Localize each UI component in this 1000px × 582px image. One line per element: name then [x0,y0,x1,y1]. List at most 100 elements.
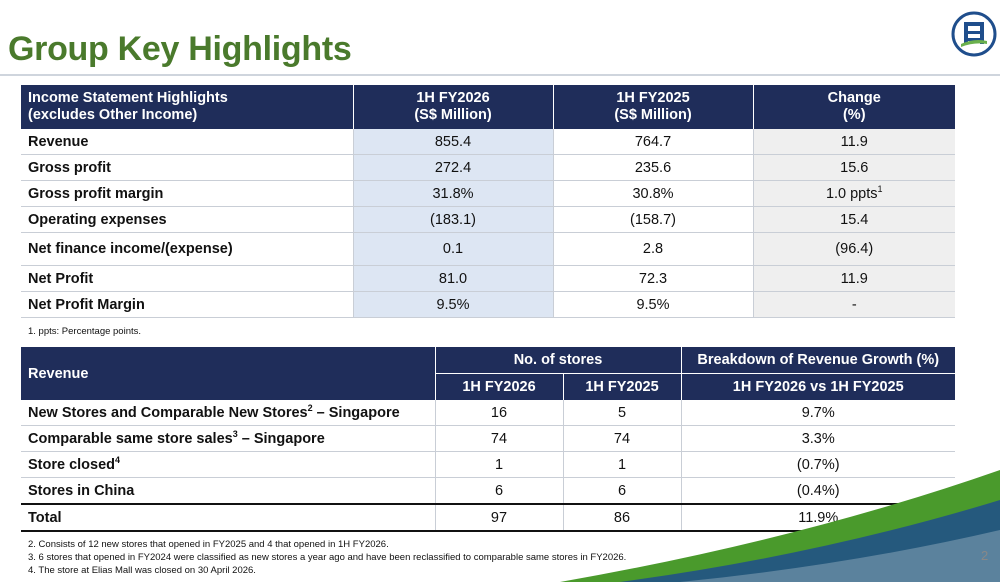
cell-fy2025: (158.7) [553,206,754,233]
cell-growth: (0.4%) [681,477,955,505]
cell-fy2026: 272.4 [353,154,554,181]
page-number: 2 [981,548,989,563]
row-label-text: New Stores and Comparable New Stores [28,404,308,421]
cell-fy2025: 5 [563,400,682,426]
row-label: Gross profit [21,154,354,181]
header-text: (excludes Other Income) [28,107,198,123]
cell-fy2026: 16 [435,400,564,426]
table-row: Net finance income/(expense) 0.1 2.8 (96… [21,232,955,266]
header-text: 1H FY2026 [416,90,490,106]
table-subheader-row: 1H FY2026 1H FY2025 1H FY2026 vs 1H FY20… [21,373,955,400]
cell-change: (96.4) [753,232,955,266]
footnote-1: 1. ppts: Percentage points. [28,326,142,337]
footnote-marker: 4 [115,454,121,465]
cell-fy2025: 2.8 [553,232,754,266]
cell-change: 11.9 [753,265,955,292]
row-label-suffix: – Singapore [312,404,400,421]
cell-change: 15.4 [753,206,955,233]
cell-fy2025: 235.6 [553,154,754,181]
cell-fy2026: 81.0 [353,265,554,292]
row-label: Gross profit margin [21,180,354,207]
table-row: Store closed4 1 1 (0.7%) [21,451,955,478]
row-label-suffix: – Singapore [237,430,325,447]
cell-fy2026: (183.1) [353,206,554,233]
header-text: Change [827,90,881,106]
company-logo-icon [951,11,997,57]
column-header-comparison: 1H FY2026 vs 1H FY2025 [681,373,955,400]
income-statement-table: Income Statement Highlights (excludes Ot… [21,85,955,318]
header-divider [0,74,1000,76]
cell-fy2026: 0.1 [353,232,554,266]
cell-fy2025: 1 [563,451,682,478]
header-text: 1H FY2025 [616,90,690,106]
row-label: Net finance income/(expense) [21,232,354,266]
header-text: (S$ Million) [414,107,492,123]
cell-fy2025: 764.7 [553,129,754,155]
row-label: Revenue [21,129,354,155]
cell-change: 1.0 ppts1 [753,180,955,207]
footnote-marker: 1 [877,183,883,194]
table-row-total: Total 97 86 11.9% [21,503,955,532]
header-text: (%) [842,107,866,123]
cell-fy2026: 1 [435,451,564,478]
table-row: Net Profit 81.0 72.3 11.9 [21,265,955,292]
row-label-text: Total [28,509,62,526]
cell-change: - [753,291,955,318]
cell-growth: 3.3% [681,425,955,452]
table-header-row: Income Statement Highlights (excludes Ot… [21,85,955,129]
column-header-label: Income Statement Highlights (excludes Ot… [21,85,354,129]
cell-fy2026: 9.5% [353,291,554,318]
table-row: Comparable same store sales3 – Singapore… [21,425,955,452]
column-group-stores: No. of stores [435,347,682,374]
change-value: 1.0 ppts [825,185,878,202]
column-header-fy2026: 1H FY2026 [435,373,564,400]
row-label: Operating expenses [21,206,354,233]
row-label: Total [21,503,436,532]
table-row: Operating expenses (183.1) (158.7) 15.4 [21,206,955,233]
column-header-fy2025: 1H FY2025 [563,373,682,400]
cell-growth: (0.7%) [681,451,955,478]
row-label: New Stores and Comparable New Stores2 – … [21,400,436,426]
table-row: Gross profit margin 31.8% 30.8% 1.0 ppts… [21,180,955,207]
cell-fy2025: 6 [563,477,682,505]
cell-growth: 9.7% [681,400,955,426]
column-header-fy2026: 1H FY2026 (S$ Million) [353,85,554,129]
row-label-text: Stores in China [28,482,135,499]
footnote-2: 2. Consists of 12 new stores that opened… [28,539,389,550]
cell-growth: 11.9% [681,503,955,532]
column-group-growth: Breakdown of Revenue Growth (%) [681,347,955,374]
column-header-change: Change (%) [753,85,955,129]
cell-fy2026: 31.8% [353,180,554,207]
row-label-text: Store closed [28,456,116,473]
column-header-fy2025: 1H FY2025 (S$ Million) [553,85,754,129]
table-row: New Stores and Comparable New Stores2 – … [21,400,955,426]
cell-fy2026: 6 [435,477,564,505]
row-label: Comparable same store sales3 – Singapore [21,425,436,452]
row-label: Net Profit Margin [21,291,354,318]
cell-fy2025: 9.5% [553,291,754,318]
cell-fy2025: 72.3 [553,265,754,292]
cell-change: 11.9 [753,129,955,155]
footnote-marker: 3 [232,428,238,439]
table-row: Stores in China 6 6 (0.4%) [21,477,955,505]
row-label-text: Comparable same store sales [28,430,233,447]
footnote-4: 4. The store at Elias Mall was closed on… [28,565,256,576]
table-row: Revenue 855.4 764.7 11.9 [21,129,955,155]
cell-fy2025: 30.8% [553,180,754,207]
cell-fy2025: 74 [563,425,682,452]
cell-fy2026: 855.4 [353,129,554,155]
table-row: Gross profit 272.4 235.6 15.6 [21,154,955,181]
table-row: Net Profit Margin 9.5% 9.5% - [21,291,955,318]
row-label: Store closed4 [21,451,436,478]
header-text: Income Statement Highlights [28,90,228,106]
table-header-row: Revenue No. of stores Breakdown of Reven… [21,347,955,400]
page-title: Group Key Highlights [8,30,352,68]
header-text: (S$ Million) [614,107,692,123]
revenue-stores-table: Revenue No. of stores Breakdown of Reven… [21,347,955,532]
cell-fy2026: 74 [435,425,564,452]
row-label: Net Profit [21,265,354,292]
footnote-marker: 2 [307,402,313,413]
column-header-revenue: Revenue [21,347,436,400]
row-label: Stores in China [21,477,436,505]
cell-fy2026: 97 [435,503,564,532]
